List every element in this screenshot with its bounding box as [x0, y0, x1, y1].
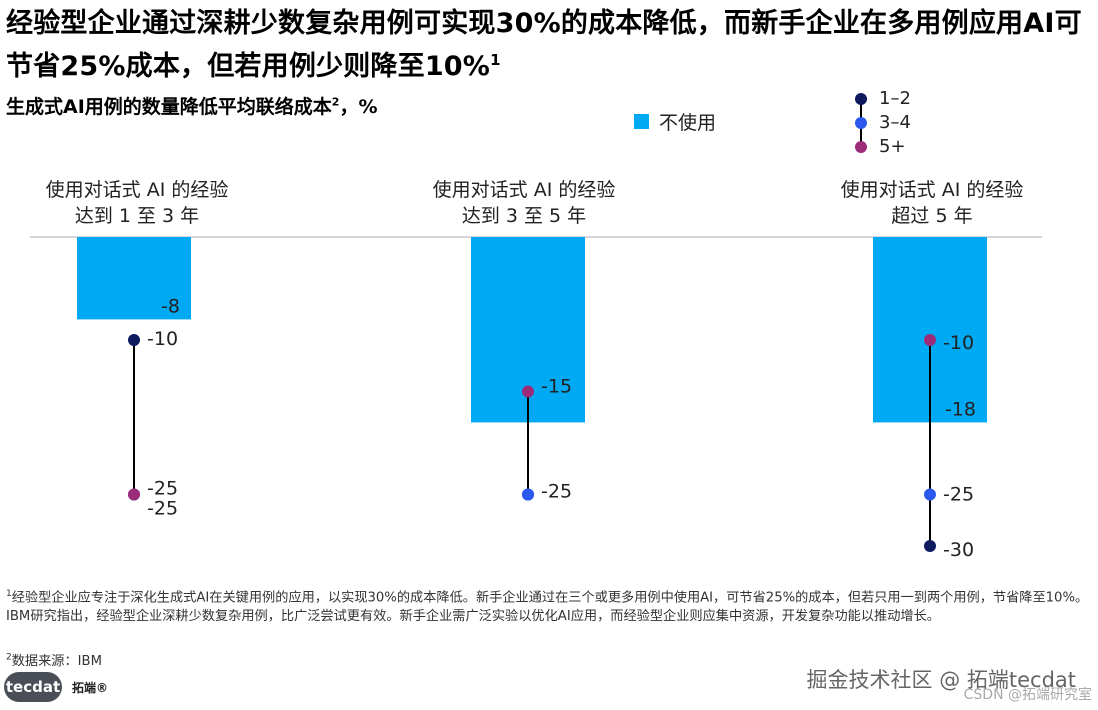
legend-bar-entry: 不使用 — [634, 108, 716, 135]
dot-value-label: -25 — [943, 484, 974, 506]
logo-badge: tecdat — [4, 672, 62, 702]
chart-subtitle: 生成式AI用例的数量降低平均联络成本2，% — [6, 95, 378, 118]
legend-dot-3-4: 3–4 — [855, 112, 911, 133]
legend-bar-swatch — [634, 114, 649, 129]
bar-value-label: -18 — [945, 398, 976, 420]
legend-dot-marker — [855, 140, 867, 153]
chart-plot: -8-18-10-25-25-15-25-10-25-30 — [30, 236, 1042, 561]
watermark: 掘金技术社区 @ 拓端tecdat — [806, 668, 1076, 692]
dot-5-plus — [522, 385, 534, 398]
legend-dot-label: 3–4 — [879, 112, 911, 133]
dot-value-label: -25 — [541, 481, 572, 503]
chart-title: 经验型企业通过深耕少数复杂用例可实现30%的成本降低，而新手企业在多用例应用AI… — [6, 8, 1082, 82]
legend-dot-label: 1–2 — [879, 88, 911, 109]
dot-value-label: -15 — [541, 376, 572, 398]
legend-dot-label: 5+ — [879, 136, 906, 157]
dot-3-4 — [924, 488, 936, 501]
logo: tecdat 拓端® — [4, 672, 108, 702]
bar — [77, 237, 191, 320]
footnote-source: 2数据来源：IBM — [6, 652, 102, 669]
logo-brand: 拓端® — [72, 680, 109, 695]
footnote-1: 1经验型企业应专注于深化生成式AI在关键用例的应用，以实现30%的成本降低。新手… — [6, 589, 1089, 625]
dot-1-2 — [924, 540, 936, 552]
legend-dots: 1–2 3–4 5+ — [855, 86, 935, 157]
dot-value-label: -25 — [147, 498, 178, 520]
dot-value-label: -10 — [147, 328, 178, 350]
category-label-1: 使用对话式 AI 的经验 达到 1 至 3 年 — [45, 179, 229, 227]
bar-value-label: -8 — [161, 295, 180, 317]
legend-dot-marker — [855, 116, 867, 129]
category-label-3: 使用对话式 AI 的经验 超过 5 年 — [840, 179, 1024, 227]
watermark-csdn: CSDN @拓端研究室 — [963, 687, 1092, 703]
dot-value-label: -25 — [147, 478, 178, 500]
dot-value-label: -10 — [943, 332, 974, 354]
dot-5-plus — [128, 488, 140, 501]
dot-value-label: -30 — [943, 539, 974, 561]
legend-dot-marker — [855, 92, 867, 105]
legend-dot-5-plus: 5+ — [855, 136, 906, 157]
legend-dot-1-2: 1–2 — [855, 88, 911, 109]
category-label-2: 使用对话式 AI 的经验 达到 3 至 5 年 — [432, 179, 616, 227]
dot-5-plus — [924, 334, 936, 346]
dot-1-2 — [128, 334, 140, 346]
dot-3-4 — [522, 488, 534, 501]
legend-bar-label: 不使用 — [659, 112, 717, 134]
